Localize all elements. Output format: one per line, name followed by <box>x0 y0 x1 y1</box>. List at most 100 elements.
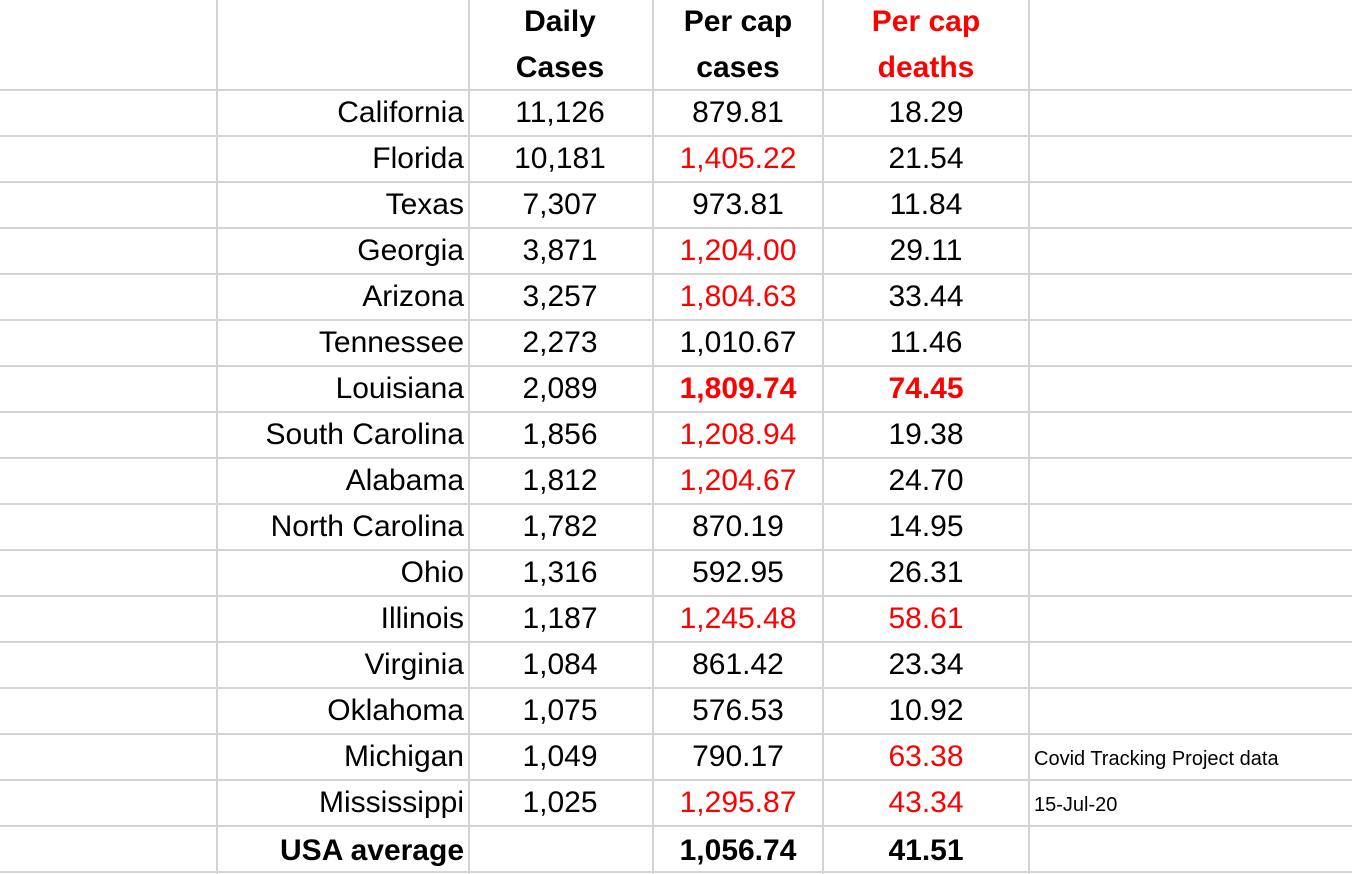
gridline <box>0 365 1352 367</box>
per-cap-cases: 1,804.63 <box>679 280 797 313</box>
state-name: Texas <box>385 188 464 221</box>
state-name: Louisiana <box>335 372 464 405</box>
gridline <box>0 641 1352 643</box>
daily-cases: 1,316 <box>522 556 598 589</box>
gridline <box>0 411 1352 413</box>
daily-cases: 2,273 <box>522 326 598 359</box>
daily-cases: 10,181 <box>514 142 606 175</box>
daily-cases: 11,126 <box>515 96 605 129</box>
per-cap-cases: 879.81 <box>692 96 784 129</box>
per-cap-deaths: 21.54 <box>888 142 964 175</box>
per-cap-deaths: 24.70 <box>888 464 964 497</box>
state-name: Michigan <box>343 740 464 773</box>
per-cap-cases: 1,010.67 <box>679 326 797 359</box>
per-cap-deaths: 74.45 <box>888 372 964 405</box>
daily-cases: 7,307 <box>522 188 598 221</box>
gridline <box>0 687 1352 689</box>
per-cap-deaths: 58.61 <box>888 602 964 635</box>
per-cap-deaths: 11.46 <box>889 326 963 359</box>
per-cap-deaths: 33.44 <box>888 280 964 313</box>
state-name: Arizona <box>362 280 464 313</box>
gridline <box>0 595 1352 597</box>
gridline <box>822 0 824 874</box>
per-cap-cases: 1,405.22 <box>679 142 797 175</box>
per-cap-cases: 870.19 <box>692 510 784 543</box>
per-cap-deaths: 26.31 <box>888 556 964 589</box>
header-line: Cases <box>515 51 605 84</box>
daily-cases: 1,075 <box>522 694 598 727</box>
gridline <box>0 181 1352 183</box>
average-label: USA average <box>280 834 464 867</box>
header-line: Per cap <box>871 5 981 38</box>
per-cap-cases: 1,245.48 <box>679 602 797 635</box>
per-cap-deaths: 11.84 <box>889 188 963 221</box>
per-cap-deaths: 14.95 <box>888 510 964 543</box>
header-line: deaths <box>877 51 975 84</box>
per-cap-cases: 1,204.00 <box>679 234 797 267</box>
daily-cases: 1,187 <box>522 602 598 635</box>
per-cap-cases: 973.81 <box>692 188 784 221</box>
gridline <box>0 733 1352 735</box>
daily-cases: 1,782 <box>522 510 598 543</box>
state-name: Alabama <box>345 464 464 497</box>
header-per-cap-deaths: Per cap deaths <box>826 0 1026 90</box>
gridline <box>0 89 1352 91</box>
gridline <box>0 549 1352 551</box>
state-name: Tennessee <box>318 326 464 359</box>
per-cap-cases: 1,809.74 <box>679 372 797 405</box>
daily-cases: 1,856 <box>522 418 598 451</box>
gridline <box>0 273 1352 275</box>
daily-cases: 1,084 <box>522 648 598 681</box>
state-name: California <box>337 96 464 129</box>
state-name: Mississippi <box>318 786 464 819</box>
state-name: Oklahoma <box>327 694 464 727</box>
state-name: Ohio <box>400 556 464 589</box>
per-cap-deaths: 19.38 <box>888 418 964 451</box>
daily-cases: 3,871 <box>522 234 598 267</box>
per-cap-cases: 1,208.94 <box>679 418 797 451</box>
per-cap-cases: 790.17 <box>692 740 784 773</box>
daily-cases: 1,812 <box>522 464 598 497</box>
gridline <box>0 825 1352 827</box>
per-cap-cases: 1,204.67 <box>679 464 797 497</box>
daily-cases: 1,025 <box>522 786 598 819</box>
average-per-cap-deaths: 41.51 <box>888 834 964 867</box>
gridline <box>0 457 1352 459</box>
state-name: Virginia <box>364 648 464 681</box>
state-name: Florida <box>372 142 464 175</box>
gridline <box>0 503 1352 505</box>
date-note: 15-Jul-20 <box>1034 794 1118 816</box>
average-per-cap-cases: 1,056.74 <box>679 834 797 867</box>
source-note: Covid Tracking Project data <box>1034 748 1279 770</box>
gridline <box>0 779 1352 781</box>
state-name: Illinois <box>380 602 464 635</box>
gridline <box>0 871 1352 873</box>
gridline <box>652 0 654 874</box>
per-cap-cases: 592.95 <box>692 556 784 589</box>
header-line: Per cap <box>683 5 793 38</box>
gridline <box>1028 0 1030 874</box>
per-cap-deaths: 10.92 <box>888 694 964 727</box>
per-cap-deaths: 63.38 <box>888 740 964 773</box>
gridline <box>468 0 470 874</box>
per-cap-cases: 861.42 <box>692 648 784 681</box>
header-line: Daily <box>524 5 596 38</box>
per-cap-deaths: 18.29 <box>888 96 964 129</box>
per-cap-cases: 576.53 <box>692 694 784 727</box>
gridline <box>0 319 1352 321</box>
per-cap-deaths: 23.34 <box>888 648 964 681</box>
header-per-cap-cases: Per cap cases <box>654 0 822 90</box>
gridline <box>0 227 1352 229</box>
daily-cases: 2,089 <box>522 372 598 405</box>
per-cap-cases: 1,295.87 <box>679 786 797 819</box>
gridline <box>216 0 218 874</box>
header-daily-cases: Daily Cases <box>470 0 650 90</box>
per-cap-deaths: 43.34 <box>888 786 964 819</box>
daily-cases: 3,257 <box>522 280 598 313</box>
header-line: cases <box>696 51 780 84</box>
state-name: South Carolina <box>265 418 464 451</box>
state-name: Georgia <box>357 234 464 267</box>
per-cap-deaths: 29.11 <box>889 234 963 267</box>
gridline <box>0 135 1352 137</box>
